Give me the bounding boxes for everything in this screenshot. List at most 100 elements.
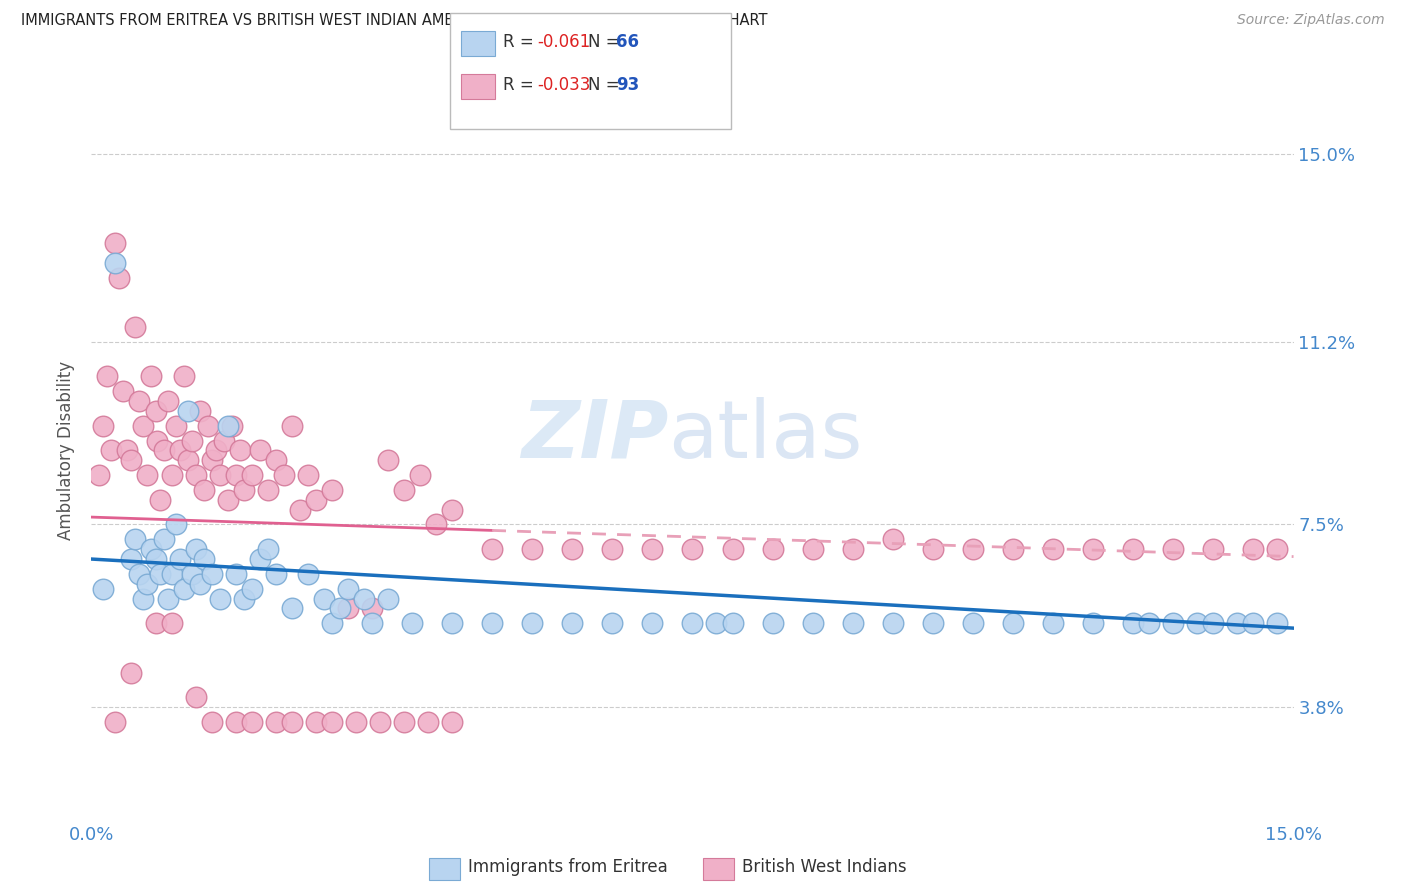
Point xyxy=(409,468,432,483)
Point xyxy=(1243,616,1265,631)
Point xyxy=(1001,616,1024,631)
Point xyxy=(801,542,824,557)
Point xyxy=(232,483,254,497)
Point xyxy=(392,483,415,497)
Point xyxy=(962,616,984,631)
Point xyxy=(145,404,167,418)
Point xyxy=(180,566,202,581)
Point xyxy=(1202,616,1225,631)
Point xyxy=(281,601,304,615)
Text: R =: R = xyxy=(503,76,540,94)
Point xyxy=(112,384,135,399)
Point xyxy=(152,533,174,547)
Point xyxy=(160,616,183,631)
Point xyxy=(208,468,231,483)
Point xyxy=(1042,616,1064,631)
Point xyxy=(124,320,146,334)
Point xyxy=(441,502,464,516)
Point xyxy=(145,552,167,566)
Point xyxy=(160,468,183,483)
Point xyxy=(602,542,624,557)
Point xyxy=(108,270,131,285)
Point xyxy=(121,552,143,566)
Point xyxy=(561,616,583,631)
Point xyxy=(1243,542,1265,557)
Point xyxy=(321,714,343,729)
Point xyxy=(217,492,239,507)
Point xyxy=(281,714,304,729)
Point xyxy=(264,566,287,581)
Point xyxy=(520,616,543,631)
Point xyxy=(281,418,304,433)
Point xyxy=(721,616,744,631)
Point xyxy=(128,566,150,581)
Point xyxy=(232,591,254,606)
Point xyxy=(221,418,243,433)
Text: 66: 66 xyxy=(616,33,638,51)
Point xyxy=(173,582,195,596)
Text: British West Indians: British West Indians xyxy=(742,858,907,876)
Point xyxy=(240,714,263,729)
Point xyxy=(184,542,207,557)
Point xyxy=(1161,542,1184,557)
Point xyxy=(1267,542,1289,557)
Point xyxy=(882,533,904,547)
Point xyxy=(256,542,278,557)
Point xyxy=(321,616,343,631)
Text: atlas: atlas xyxy=(668,397,863,475)
Point xyxy=(240,582,263,596)
Point xyxy=(93,418,115,433)
Point xyxy=(184,468,207,483)
Point xyxy=(360,616,382,631)
Point xyxy=(441,616,464,631)
Point xyxy=(762,616,785,631)
Point xyxy=(141,542,163,557)
Point xyxy=(225,566,247,581)
Point xyxy=(1042,542,1064,557)
Point xyxy=(117,443,139,458)
Point xyxy=(288,502,311,516)
Point xyxy=(132,591,155,606)
Point xyxy=(256,483,278,497)
Point xyxy=(225,714,247,729)
Point xyxy=(165,418,187,433)
Point xyxy=(1122,616,1144,631)
Point xyxy=(188,576,211,591)
Point xyxy=(681,616,703,631)
Point xyxy=(89,468,111,483)
Point xyxy=(212,434,235,448)
Point xyxy=(104,236,127,251)
Point xyxy=(193,483,215,497)
Point xyxy=(392,714,415,729)
Point xyxy=(1083,542,1105,557)
Point xyxy=(136,576,159,591)
Point xyxy=(93,582,115,596)
Point xyxy=(922,542,945,557)
Point xyxy=(136,468,159,483)
Point xyxy=(1267,616,1289,631)
Point xyxy=(204,443,226,458)
Point xyxy=(201,453,224,467)
Point xyxy=(176,404,198,418)
Point xyxy=(336,601,359,615)
Point xyxy=(1137,616,1160,631)
Point xyxy=(100,443,122,458)
Point xyxy=(169,552,191,566)
Point xyxy=(297,566,319,581)
Point xyxy=(441,714,464,729)
Point xyxy=(173,369,195,384)
Point xyxy=(1083,616,1105,631)
Point xyxy=(377,453,399,467)
Point xyxy=(762,542,785,557)
Point xyxy=(344,714,367,729)
Point xyxy=(368,714,391,729)
Point xyxy=(132,418,155,433)
Text: -0.061: -0.061 xyxy=(537,33,591,51)
Point xyxy=(156,394,179,409)
Text: IMMIGRANTS FROM ERITREA VS BRITISH WEST INDIAN AMBULATORY DISABILITY CORRELATION: IMMIGRANTS FROM ERITREA VS BRITISH WEST … xyxy=(21,13,768,29)
Point xyxy=(145,616,167,631)
Point xyxy=(882,616,904,631)
Text: ZIP: ZIP xyxy=(522,397,668,475)
Point xyxy=(152,443,174,458)
Point xyxy=(721,542,744,557)
